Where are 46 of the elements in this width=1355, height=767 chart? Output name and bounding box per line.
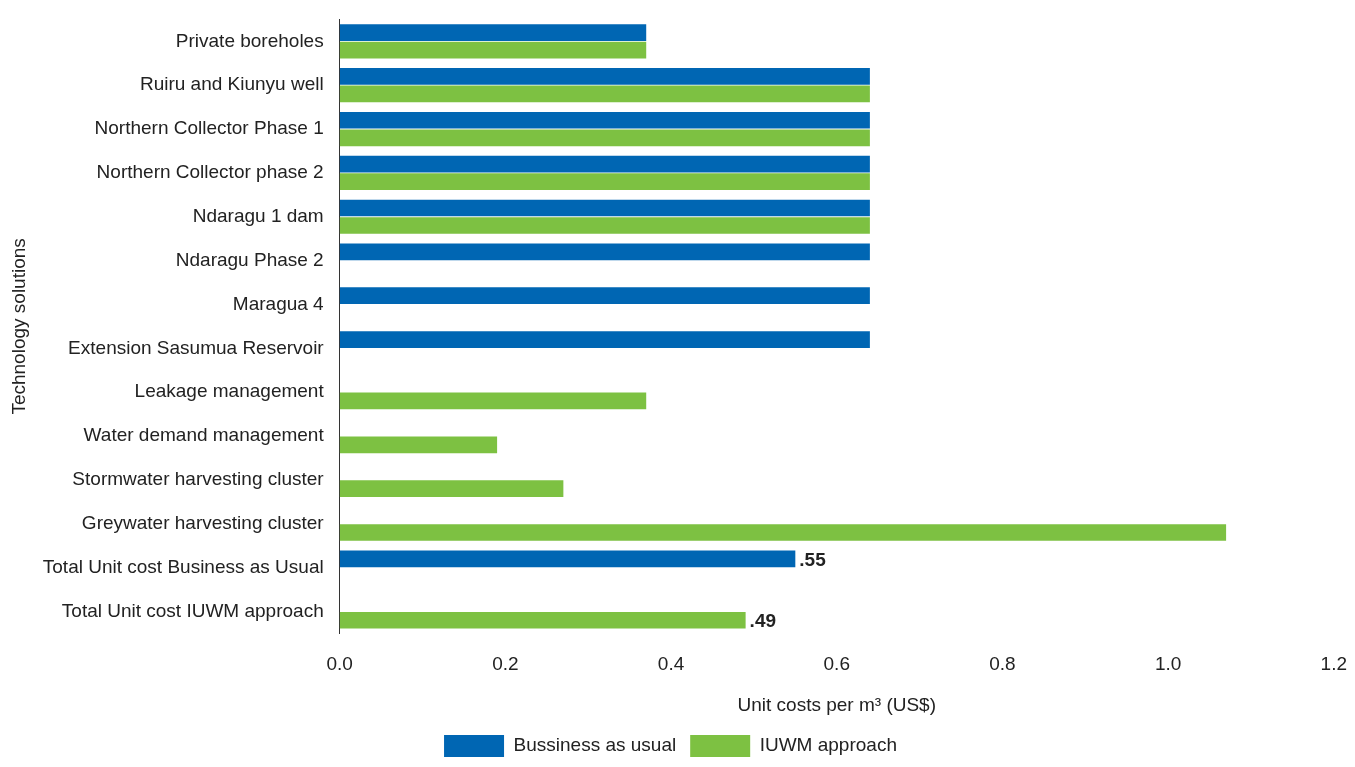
bar [339, 524, 1227, 541]
x-axis-title: Unit costs per m³ (US$) [737, 693, 936, 715]
y-tick-label: Greywater harvesting cluster [81, 511, 325, 533]
legend-label: Bussiness as usual [513, 734, 677, 756]
x-tick-label: 0.6 [823, 653, 850, 675]
x-tick-label: 1.0 [1154, 653, 1182, 675]
bar [339, 111, 870, 129]
bar [339, 392, 647, 410]
bar [339, 24, 647, 41]
bar [339, 68, 870, 85]
y-tick-label: Total Unit cost IUWM approach [61, 599, 324, 621]
bar [339, 199, 870, 217]
bar [339, 129, 870, 147]
x-tick-label: 0.8 [989, 653, 1016, 675]
x-tick-label: 0.0 [326, 653, 353, 675]
y-tick-label: Ndaragu 1 dam [192, 204, 324, 226]
y-tick-label: Ndaragu Phase 2 [175, 248, 324, 270]
y-tick-label: Leakage management [134, 380, 325, 402]
bar [339, 173, 870, 190]
y-tick-label: Ruiru and Kiunyu well [139, 73, 324, 95]
y-tick-label: Northern Collector phase 2 [96, 161, 324, 183]
bar [339, 550, 796, 568]
bar [339, 85, 870, 103]
y-tick-label: Northern Collector Phase 1 [94, 117, 324, 139]
bar [339, 436, 498, 454]
x-tick-label: 1.2 [1320, 653, 1347, 675]
y-tick-label: Extension Sasumua Reservoir [68, 336, 325, 358]
x-tick-label: 0.4 [657, 653, 685, 675]
bar [339, 287, 870, 305]
bar [339, 331, 870, 348]
y-tick-label: Stormwater harvesting cluster [72, 468, 325, 490]
bar [339, 611, 746, 629]
y-axis-title: Technology solutions [7, 238, 29, 415]
bar [339, 243, 870, 261]
y-tick-label: Water demand management [83, 424, 325, 446]
y-tick-label: Total Unit cost Business as Usual [42, 555, 324, 577]
bar [339, 217, 870, 234]
y-tick-label: Maragua 4 [232, 292, 325, 314]
bar [339, 155, 870, 173]
bar [339, 480, 564, 497]
bar [339, 41, 647, 59]
y-tick-label: Private boreholes [175, 29, 324, 51]
x-tick-label: 0.2 [492, 653, 519, 675]
data-label: .55 [799, 549, 827, 571]
legend-label: IUWM approach [759, 734, 897, 756]
data-label: .49 [749, 610, 777, 632]
